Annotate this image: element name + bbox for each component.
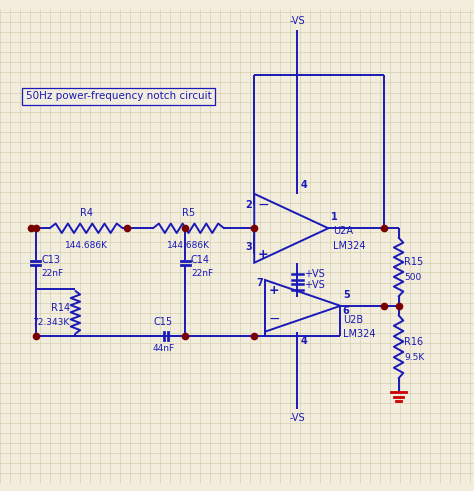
Text: 5: 5: [343, 290, 349, 300]
Text: LM324: LM324: [333, 241, 365, 251]
Text: -VS: -VS: [290, 413, 305, 423]
Text: −: −: [258, 197, 270, 212]
Text: 22nF: 22nF: [41, 269, 64, 278]
Text: 50Hz power-frequency notch circuit: 50Hz power-frequency notch circuit: [26, 91, 212, 101]
Text: +: +: [258, 247, 269, 261]
Text: 144.686K: 144.686K: [167, 241, 210, 250]
Text: -VS: -VS: [290, 16, 305, 26]
Text: 500: 500: [404, 273, 421, 282]
Text: R14: R14: [51, 302, 70, 313]
Text: C15: C15: [154, 318, 173, 327]
Text: 7: 7: [256, 278, 263, 288]
Text: +: +: [269, 284, 280, 297]
Text: R16: R16: [404, 337, 423, 347]
Text: 4: 4: [301, 336, 308, 347]
Text: C14: C14: [191, 255, 210, 265]
Text: U2B: U2B: [343, 315, 363, 325]
Text: −: −: [269, 312, 281, 326]
Text: 1: 1: [331, 212, 337, 221]
Text: 22nF: 22nF: [191, 269, 213, 278]
Text: LM324: LM324: [343, 329, 375, 339]
Text: +VS: +VS: [304, 269, 325, 279]
Text: 9.5K: 9.5K: [404, 353, 425, 362]
Text: 2: 2: [245, 199, 252, 210]
Text: R4: R4: [80, 208, 93, 218]
Text: R5: R5: [182, 208, 195, 218]
Text: 4: 4: [301, 181, 308, 191]
Text: 6: 6: [343, 306, 349, 316]
Text: C13: C13: [41, 255, 61, 265]
Text: U2A: U2A: [333, 226, 353, 236]
Text: 44nF: 44nF: [153, 344, 174, 353]
Text: 72.343K: 72.343K: [33, 318, 70, 327]
Text: +VS: +VS: [304, 280, 325, 290]
Text: 3: 3: [245, 242, 252, 252]
Text: 144.686K: 144.686K: [64, 241, 108, 250]
Text: R15: R15: [404, 257, 424, 267]
